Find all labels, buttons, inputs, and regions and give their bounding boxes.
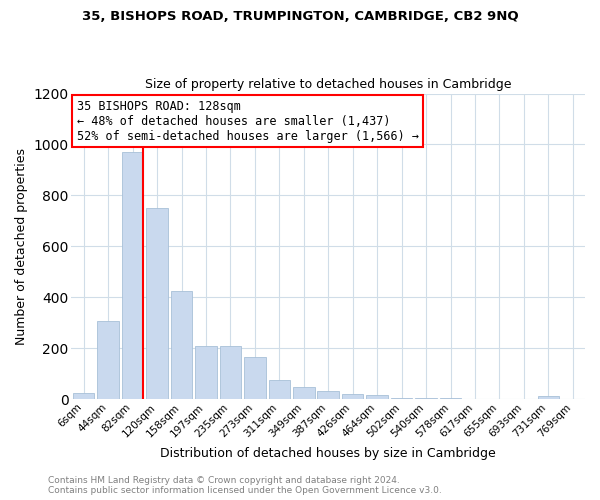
Y-axis label: Number of detached properties: Number of detached properties (15, 148, 28, 345)
Bar (317, 390, 339, 399)
Bar (73, 392, 94, 399)
Bar (122, 152, 143, 399)
Bar (220, 346, 241, 399)
Bar (391, 398, 412, 399)
Bar (367, 396, 388, 399)
Bar (342, 394, 364, 399)
Bar (171, 291, 192, 399)
Text: Contains HM Land Registry data © Crown copyright and database right 2024.
Contai: Contains HM Land Registry data © Crown c… (48, 476, 442, 495)
Bar (415, 398, 437, 399)
Bar (269, 380, 290, 399)
Title: Size of property relative to detached houses in Cambridge: Size of property relative to detached ho… (145, 78, 511, 91)
Text: 35, BISHOPS ROAD, TRUMPINGTON, CAMBRIDGE, CB2 9NQ: 35, BISHOPS ROAD, TRUMPINGTON, CAMBRIDGE… (82, 10, 518, 23)
Bar (538, 396, 559, 399)
X-axis label: Distribution of detached houses by size in Cambridge: Distribution of detached houses by size … (160, 447, 496, 460)
Bar (464, 398, 486, 399)
Bar (97, 320, 119, 399)
Text: 35 BISHOPS ROAD: 128sqm
← 48% of detached houses are smaller (1,437)
52% of semi: 35 BISHOPS ROAD: 128sqm ← 48% of detache… (77, 100, 419, 142)
Bar (293, 387, 314, 399)
Bar (146, 208, 168, 399)
Bar (244, 357, 266, 399)
Bar (440, 398, 461, 399)
Bar (195, 346, 217, 399)
